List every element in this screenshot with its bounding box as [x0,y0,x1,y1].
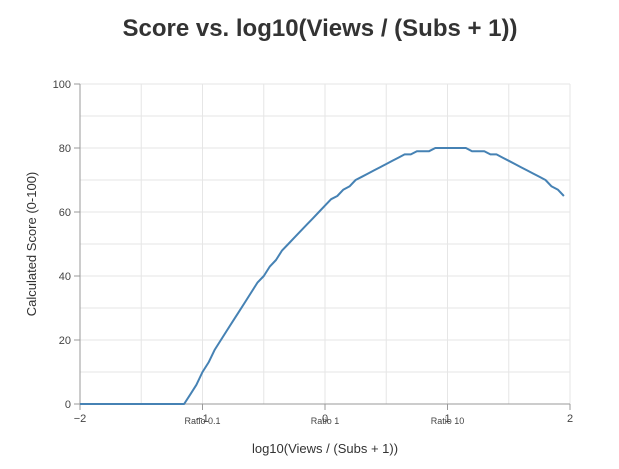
tick-labels: 0 20 40 60 80 100 −2 −1 0 1 2 Ratio 0.1 Ratio 1 Ratio… [53,79,573,426]
y-tick-label: 0 [65,399,71,411]
x-axis-title: log10(Views / (Subs + 1)) [252,441,398,456]
x-tick-label: −2 [74,413,87,425]
y-tick-label: 40 [59,271,71,283]
y-tick-label: 60 [59,207,71,219]
x-tick-label: 2 [567,413,573,425]
y-tick-label: 80 [59,143,71,155]
ratio-marker-label: Ratio 10 [431,416,465,426]
x-tick-label: −1 [196,413,209,425]
y-tick-label: 100 [53,79,71,91]
ratio-marker-label: Ratio 1 [311,416,340,426]
series-line [80,147,565,405]
chart-title: Score vs. log10(Views / (Subs + 1)) [122,15,518,42]
y-axis-title: Calculated Score (0-100) [24,172,39,317]
x-tick-label: 1 [444,413,450,425]
series [80,147,565,405]
ratio-marker-label: Ratio 0.1 [184,416,220,426]
x-tick-label: 0 [322,413,328,425]
y-tick-label: 20 [59,335,71,347]
grid [79,83,571,405]
